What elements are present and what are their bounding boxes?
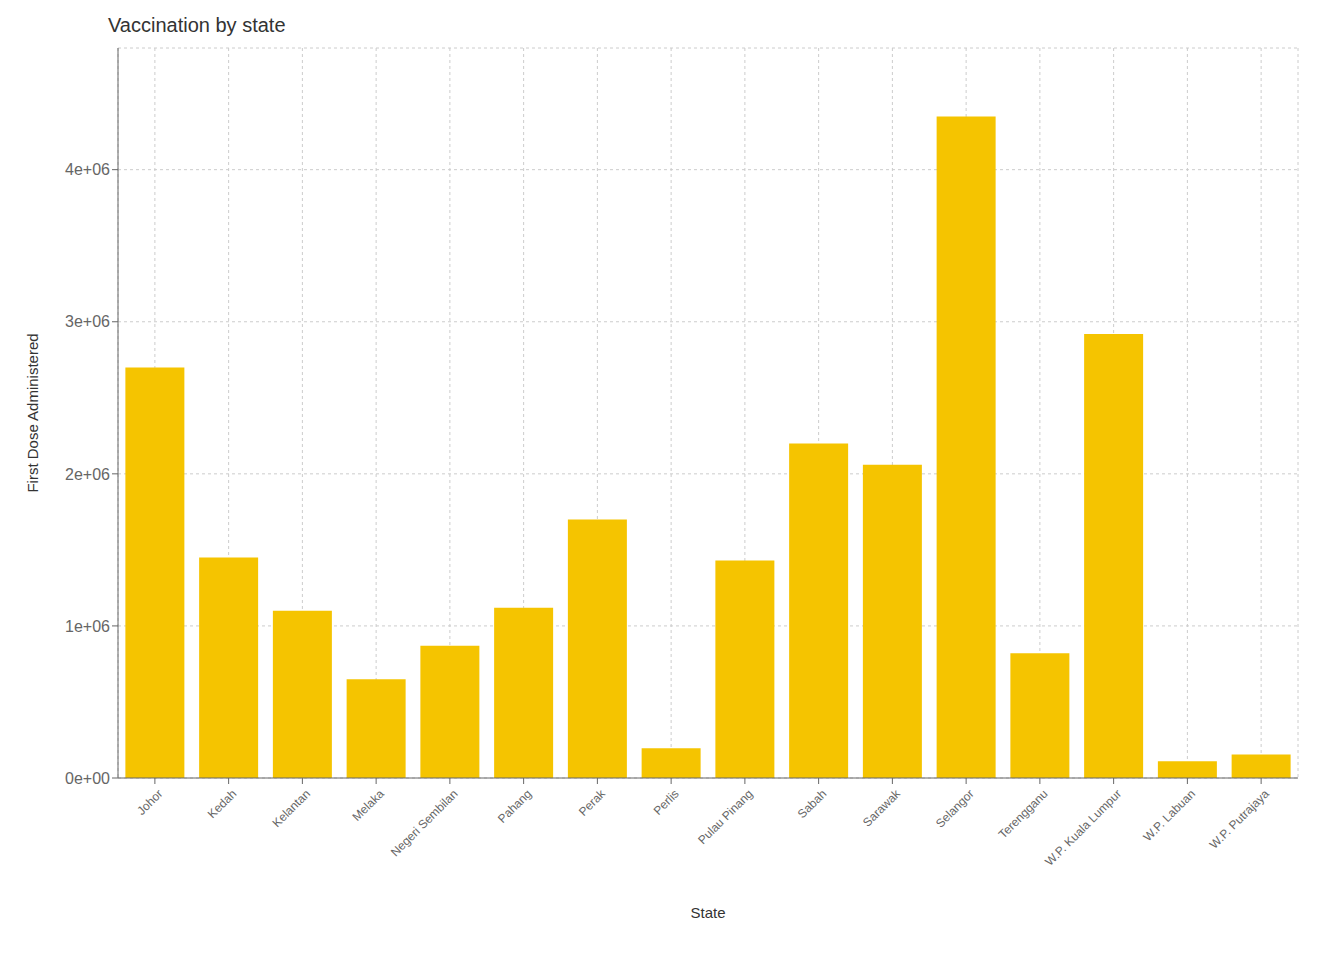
svg-text:Johor: Johor [134, 787, 165, 818]
svg-text:Perlis: Perlis [651, 787, 682, 818]
svg-text:1e+06: 1e+06 [65, 618, 110, 635]
svg-text:3e+06: 3e+06 [65, 313, 110, 330]
svg-text:Selangor: Selangor [933, 787, 977, 831]
svg-text:0e+00: 0e+00 [65, 770, 110, 787]
svg-text:Pulau Pinang: Pulau Pinang [695, 787, 755, 847]
svg-text:First Dose Administered: First Dose Administered [24, 333, 41, 492]
svg-text:State: State [690, 904, 725, 921]
svg-text:W.P. Labuan: W.P. Labuan [1141, 787, 1198, 844]
svg-text:W.P. Kuala Lumpur: W.P. Kuala Lumpur [1042, 787, 1124, 869]
svg-text:Melaka: Melaka [349, 786, 386, 823]
svg-text:Perak: Perak [576, 786, 609, 819]
svg-text:Sarawak: Sarawak [860, 786, 904, 830]
html-text:Vaccination by state: Vaccination by state [108, 14, 286, 36]
svg-text:2e+06: 2e+06 [65, 466, 110, 483]
svg-text:Terengganu: Terengganu [996, 787, 1051, 842]
svg-text:4e+06: 4e+06 [65, 161, 110, 178]
svg-text:Negeri Sembilan: Negeri Sembilan [388, 787, 461, 860]
svg-text:Sabah: Sabah [795, 787, 829, 821]
svg-text:Kedah: Kedah [205, 787, 239, 821]
svg-text:Kelantan: Kelantan [270, 787, 313, 830]
svg-text:W.P. Putrajaya: W.P. Putrajaya [1207, 786, 1272, 851]
svg-text:Pahang: Pahang [495, 787, 534, 826]
